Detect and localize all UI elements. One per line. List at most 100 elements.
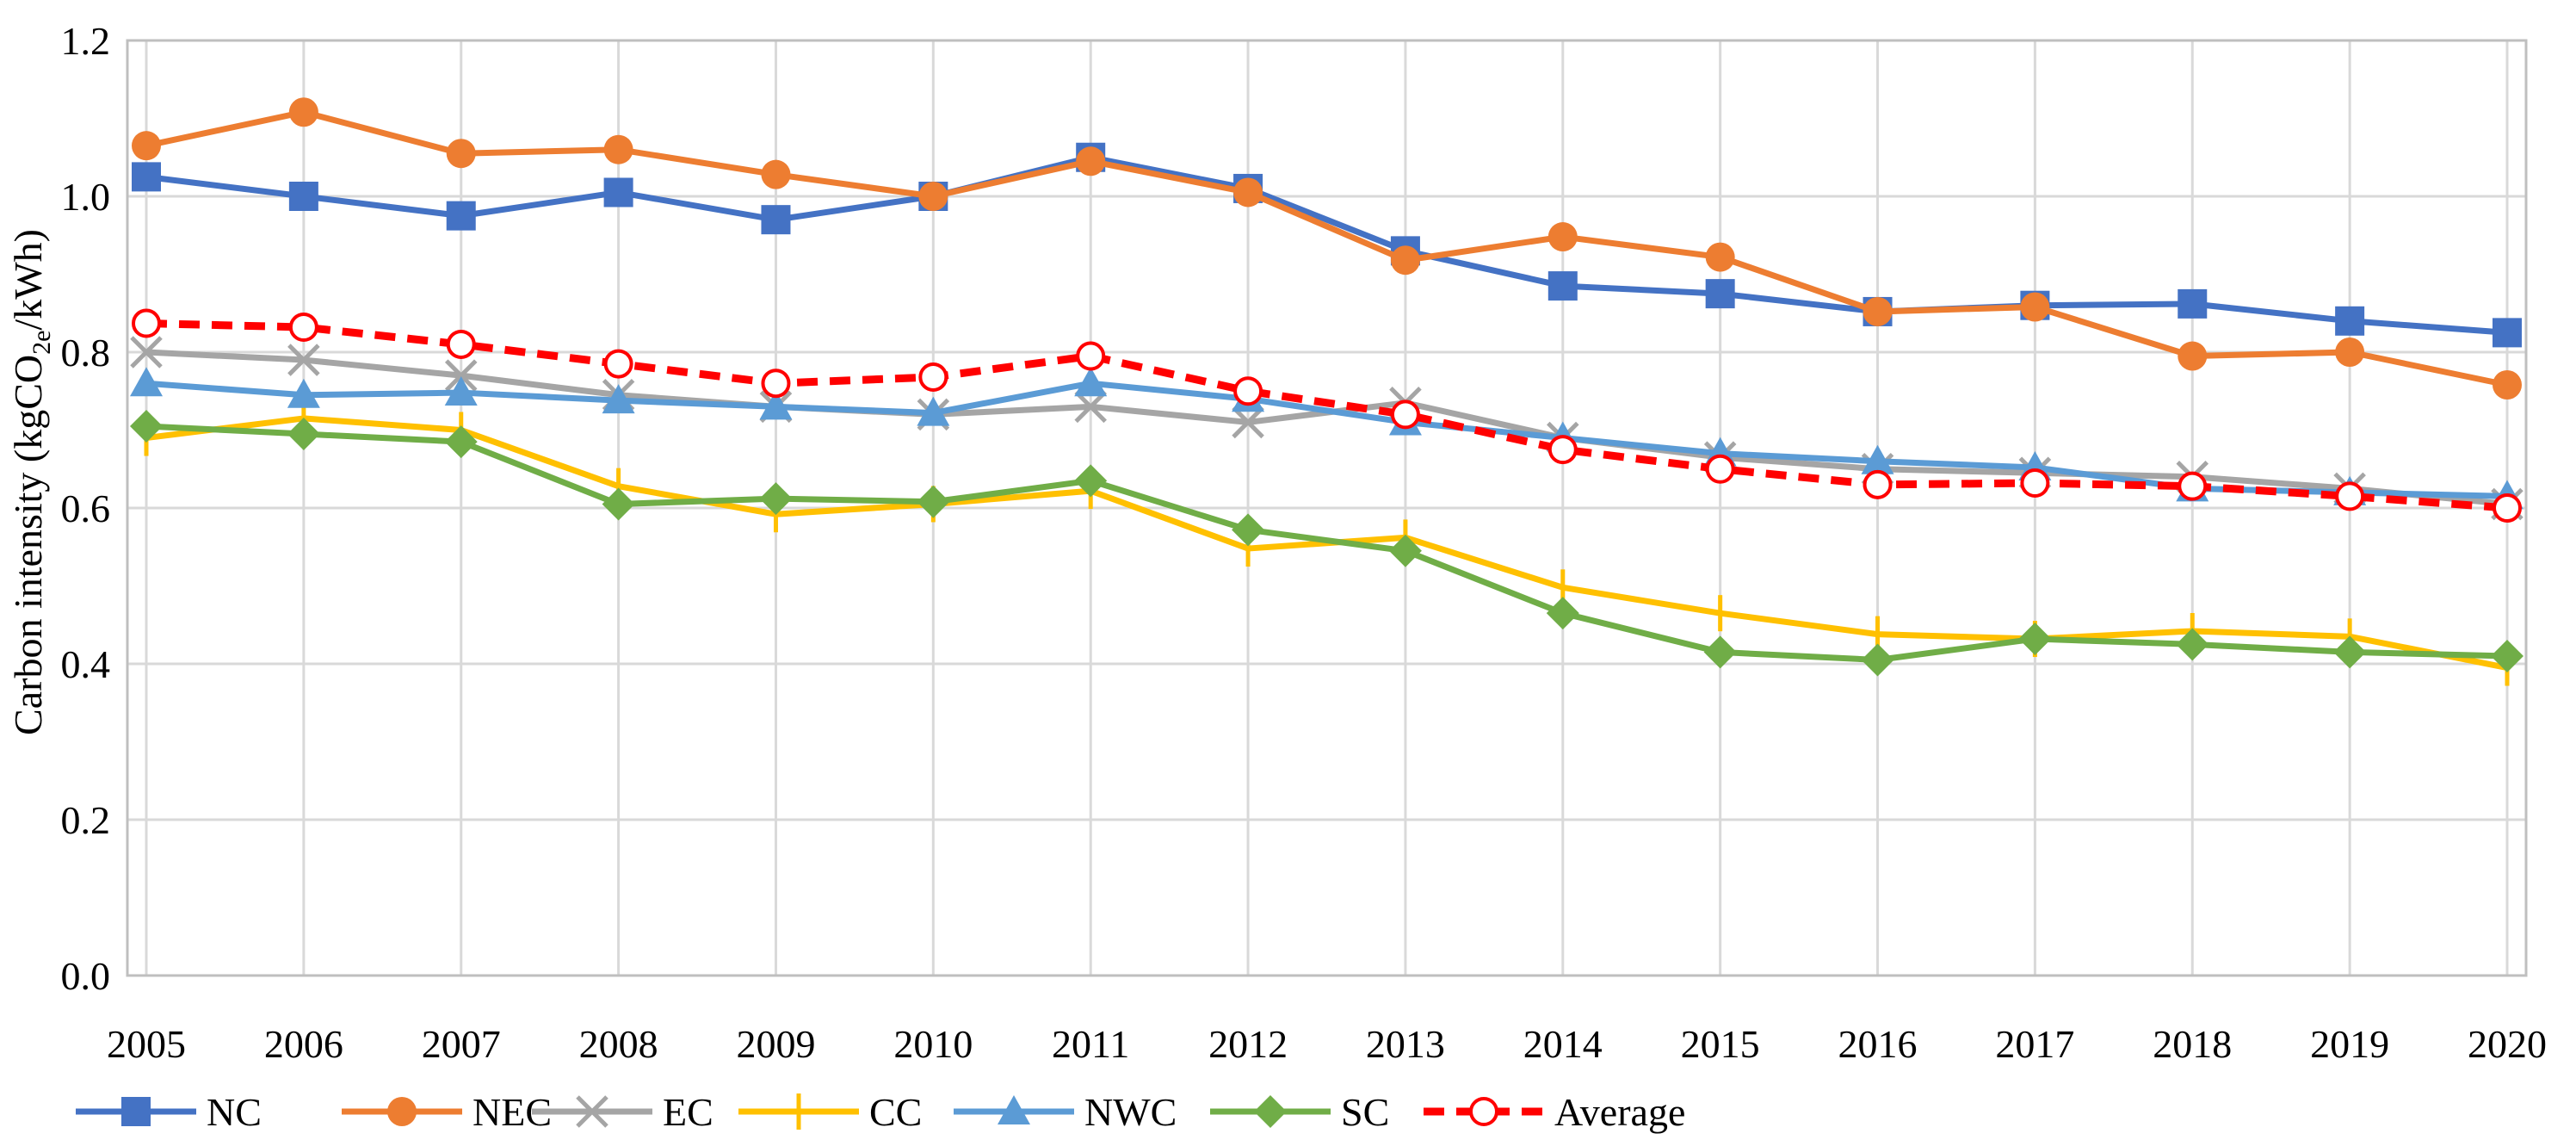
data-point-sc: [444, 425, 478, 459]
data-point-average: [603, 349, 633, 379]
series-nec: [132, 97, 2522, 400]
data-point-average: [288, 313, 318, 343]
data-point-nwc: [1074, 367, 1108, 397]
data-point-average: [2493, 493, 2522, 523]
data-point-nec: [761, 159, 791, 189]
data-point-sc: [2018, 623, 2052, 656]
data-point-average: [1233, 376, 1263, 406]
data-point-nc: [603, 177, 633, 208]
data-point-average: [1547, 435, 1578, 465]
data-point-nwc: [444, 376, 478, 406]
y-tick-label: 0.0: [61, 954, 111, 998]
plot-frame: [126, 39, 2528, 977]
x-tick-label: 2012: [1208, 1022, 1288, 1066]
series-average: [132, 308, 2522, 523]
data-point-nc: [446, 201, 476, 231]
data-point-average: [918, 362, 948, 392]
legend-marker-nwc: [998, 1095, 1030, 1124]
data-point-sc: [1232, 513, 1265, 547]
data-point-ec: [1232, 406, 1264, 439]
series-sc: [130, 409, 2523, 677]
data-point-sc: [1074, 464, 1108, 498]
x-tick-label: 2016: [1838, 1022, 1918, 1066]
x-tick-label: 2007: [422, 1022, 501, 1066]
x-tick-label: 2013: [1366, 1022, 1445, 1066]
legend-marker-sc: [1254, 1095, 1287, 1128]
data-point-average: [1705, 454, 1735, 484]
data-point-sc: [1546, 597, 1579, 630]
data-point-nec: [1390, 245, 1420, 276]
data-point-nec: [1547, 222, 1578, 252]
x-tick-label: 2014: [1523, 1022, 1603, 1066]
data-point-average: [1076, 341, 1106, 371]
y-tick-labels: 0.0 0.2 0.4 0.6 0.8 1.0 1.2: [61, 19, 111, 998]
data-point-nc: [2178, 288, 2208, 319]
legend-item-ec: EC: [532, 1090, 713, 1134]
data-point-ec: [287, 344, 320, 376]
data-point-nc: [132, 162, 161, 192]
legend-item-nwc: NWC: [954, 1090, 1177, 1134]
legend-marker-nc: [121, 1097, 151, 1126]
data-point-nec: [1076, 146, 1106, 177]
data-point-average: [1390, 400, 1420, 430]
x-tick-label: 2015: [1681, 1022, 1760, 1066]
data-point-nc: [1705, 279, 1735, 309]
legend-marker-ec: [576, 1095, 608, 1128]
data-point-average: [2178, 471, 2208, 501]
legend-label-ec: EC: [663, 1090, 713, 1134]
data-point-nwc: [130, 367, 163, 397]
data-point-sc: [1388, 534, 1422, 567]
x-tick-label: 2011: [1052, 1022, 1129, 1066]
data-point-ec: [130, 336, 163, 369]
data-point-average: [132, 308, 161, 338]
x-tick-label: 2018: [2153, 1022, 2232, 1066]
x-tick-label: 2019: [2310, 1022, 2389, 1066]
x-tick-label: 2020: [2468, 1022, 2547, 1066]
data-point-nc: [1547, 271, 1578, 301]
x-tick-label: 2009: [736, 1022, 815, 1066]
series-layer: [130, 97, 2523, 686]
data-point-nc: [288, 182, 318, 211]
data-point-nec: [288, 97, 318, 127]
data-point-nec: [1705, 242, 1735, 272]
data-point-sc: [2176, 628, 2209, 661]
legend-item-sc: SC: [1210, 1090, 1389, 1134]
series-line-nec: [145, 108, 2508, 388]
legend: NC NEC EC CC NWC SC Average: [76, 1090, 1685, 1134]
data-point-nec: [132, 131, 161, 161]
data-point-sc: [287, 418, 320, 451]
data-point-nec: [1233, 177, 1263, 208]
data-point-average: [446, 329, 476, 359]
y-tick-label: 0.4: [61, 642, 111, 686]
y-axis-label: Carbon intensity (kgCO2e/kWh): [6, 229, 56, 735]
x-tick-label: 2010: [893, 1022, 973, 1066]
legend-label-nwc: NWC: [1084, 1090, 1177, 1134]
data-point-sc: [2333, 635, 2367, 669]
x-tick-labels: 2005 2006 2007 2008 2009 2010 2011 2012 2013 2014…: [107, 1022, 2547, 1066]
legend-label-cc: CC: [869, 1090, 922, 1134]
y-tick-label: 1.2: [61, 19, 111, 63]
legend-item-average: Average: [1424, 1090, 1685, 1134]
data-point-nwc: [602, 384, 635, 414]
x-tick-label: 2005: [107, 1022, 186, 1066]
data-point-average: [761, 369, 791, 399]
data-point-nec: [446, 139, 476, 169]
data-point-average: [1863, 469, 1893, 499]
data-point-ec: [444, 359, 478, 392]
legend-marker-average: [1469, 1097, 1498, 1126]
legend-label-sc: SC: [1341, 1090, 1389, 1134]
series-line-nwc: [145, 380, 2508, 499]
data-point-ec: [1074, 390, 1107, 424]
data-point-average: [2335, 481, 2365, 511]
data-point-sc: [2491, 639, 2523, 672]
x-tick-label: 2008: [579, 1022, 658, 1066]
data-point-nwc: [759, 390, 793, 420]
data-point-sc: [130, 409, 163, 443]
data-point-nec: [2020, 292, 2050, 322]
data-point-nec: [603, 134, 633, 164]
legend-item-cc: CC: [738, 1090, 922, 1134]
data-point-nc: [761, 205, 791, 235]
data-point-nwc: [917, 396, 950, 426]
data-point-sc: [759, 482, 793, 516]
